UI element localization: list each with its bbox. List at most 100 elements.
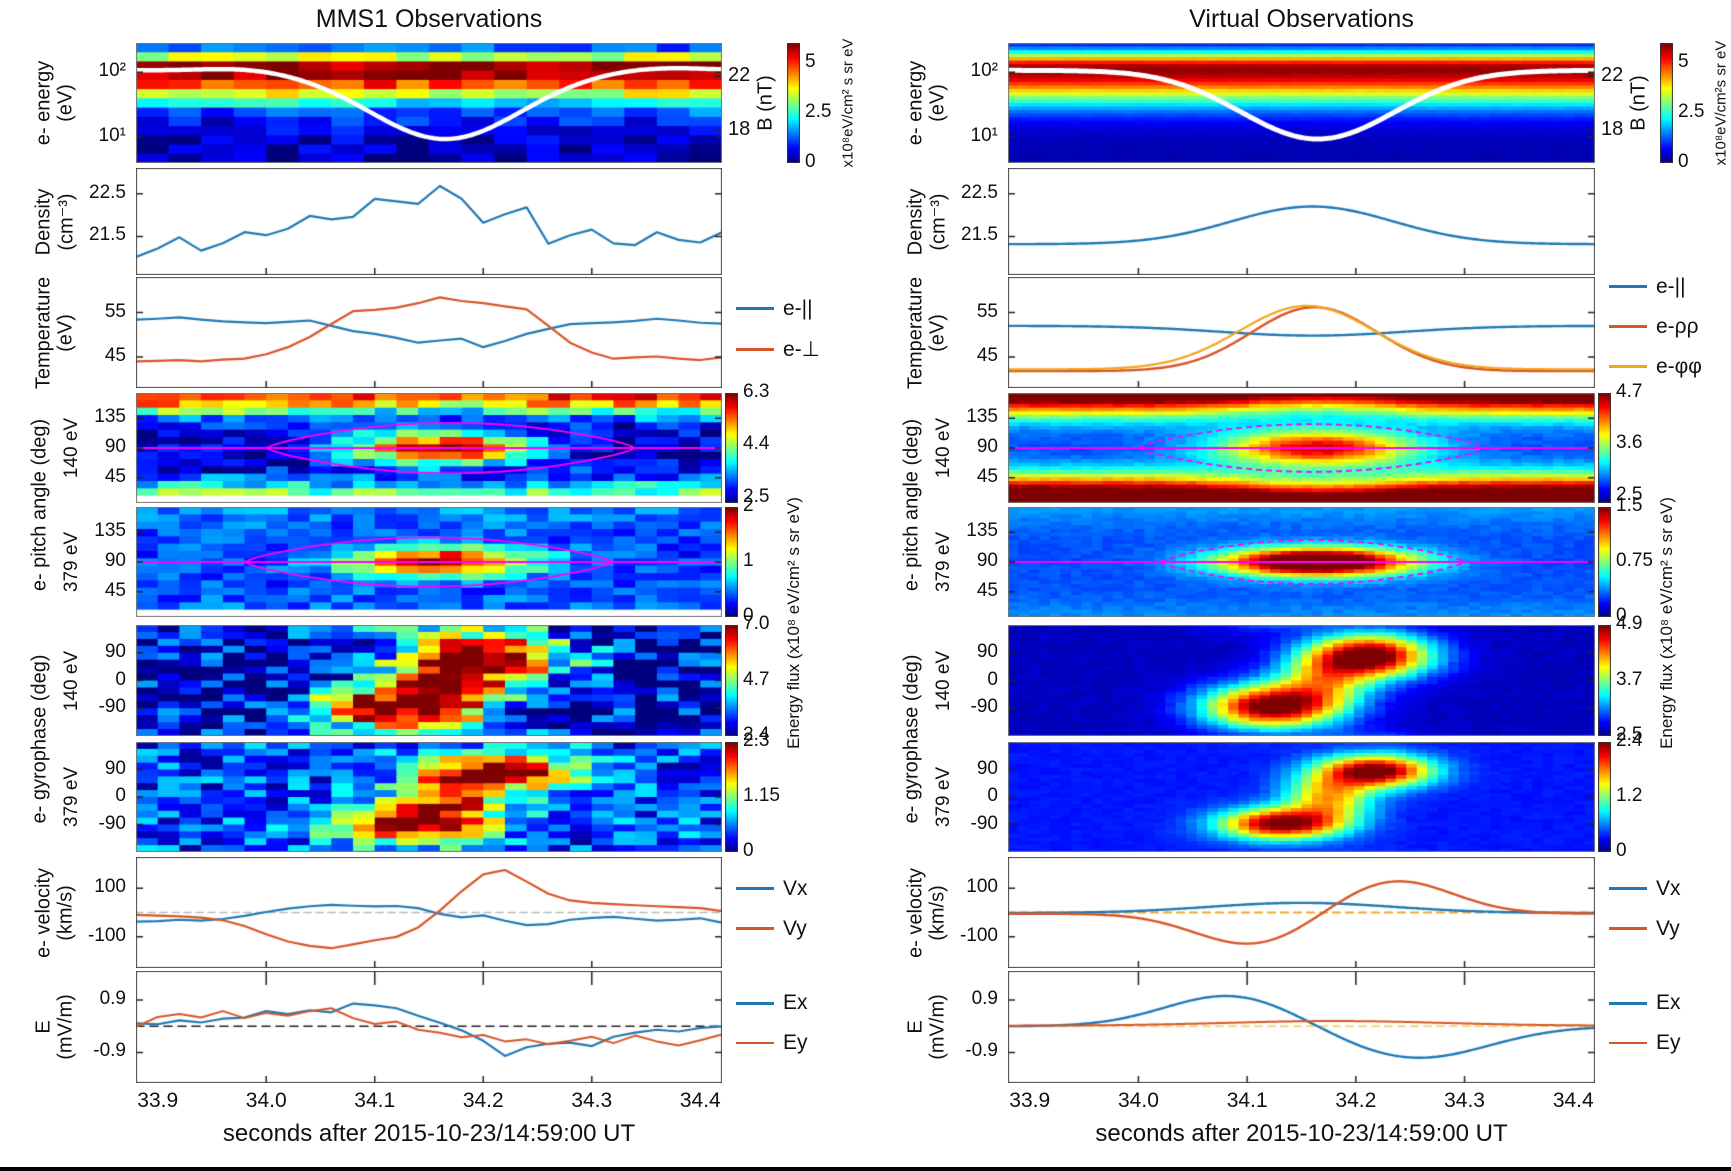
ylabel-energy-virtual-gyrophase-379ev: 379 eV: [933, 766, 954, 828]
y-tick-label-virtual-temperature-55: 55: [976, 300, 998, 322]
y-tick-label-virtual-gyrophase-140ev-0: 0: [987, 668, 998, 690]
legend-label: e-||: [1656, 274, 1686, 298]
y-tick-label-virtual-efield-0.9: 0.9: [971, 988, 998, 1010]
y-tick-label-mms1-energy-spectrogram-10²: 10²: [98, 60, 126, 82]
legend-item-Vx: Vx: [736, 877, 808, 901]
legend-label: Vy: [783, 916, 807, 940]
b-tick-label-virtual-22: 22: [1601, 64, 1624, 87]
ylabel-mms1-density-0: Density: [32, 188, 55, 255]
ylabel-virtual-temperature-1: (eV): [926, 313, 949, 352]
y-tick-label-mms1-velocity-100: 100: [94, 876, 126, 898]
ylabel-group-mms1-1: e- gyrophase (deg): [28, 654, 51, 823]
ylabel-mms1-temperature-0: Temperature: [32, 276, 55, 389]
y-tick-label-virtual-gyrophase-140ev-90: 90: [976, 640, 998, 662]
y-tick-label-virtual-gyrophase-379ev-90: 90: [976, 757, 998, 779]
legend-label: Ex: [1656, 991, 1681, 1014]
ylabel-virtual-efield-1: (mV/m): [926, 994, 949, 1060]
colorbar-tick-virtual-energy-spectrogram-0: 0: [1678, 151, 1689, 172]
ylabel-virtual-efield-0: E: [904, 1020, 927, 1034]
x-tick-label-mms1-34.1: 34.1: [354, 1089, 396, 1112]
plot-mms1-velocity: [136, 857, 722, 968]
colorbar-tick-virtual-pitch-angle-140ev-3.6: 3.6: [1616, 432, 1643, 454]
ylabel-energy-virtual-gyrophase-140ev: 140 eV: [933, 650, 954, 711]
legend-item-e-φφ: e-φφ: [1609, 355, 1702, 379]
legend-line-swatch: [1609, 927, 1647, 930]
legend-line-swatch: [736, 1001, 774, 1005]
y-tick-label-mms1-pitch-angle-140ev-45: 45: [104, 465, 126, 487]
colorbar-tick-mms1-energy-spectrogram-0: 0: [805, 151, 816, 172]
ylabel-mms1-energy-spectrogram-1: (eV): [54, 84, 77, 122]
ylabel-group-virtual-0: e- pitch angle (deg): [900, 418, 923, 592]
legend-label: e-φφ: [1656, 354, 1702, 378]
colorbar-flux-label-virtual: Energy flux (x10⁸ eV/cm² s sr eV): [1657, 496, 1676, 749]
y-tick-label-virtual-density-22.5: 22.5: [961, 181, 998, 203]
ylabel-energy-mms1-gyrophase-379ev: 379 eV: [61, 766, 82, 828]
ylabel-mms1-velocity-0: e- velocity: [32, 867, 55, 958]
legend-item-Ex: Ex: [1609, 991, 1681, 1015]
ylabel-virtual-velocity-0: e- velocity: [904, 867, 927, 958]
legend-line-swatch: [736, 347, 774, 351]
colorbar-flux-label-mms1: Energy flux (x10⁸ eV/cm² s sr eV): [784, 496, 803, 749]
legend-item-Ey: Ey: [736, 1031, 808, 1055]
y-tick-label-mms1-temperature-55: 55: [104, 300, 126, 322]
legend-virtual-velocity: Vx Vy: [1609, 869, 1681, 949]
b-tick-label-virtual-18: 18: [1601, 117, 1624, 140]
colorbar-tick-mms1-pitch-angle-140ev-2.5: 2.5: [743, 485, 770, 507]
y-tick-label-virtual-energy-spectrogram-10²: 10²: [970, 60, 998, 82]
colorbar-tick-virtual-gyrophase-140ev-4.9: 4.9: [1616, 613, 1643, 634]
y-tick-label-mms1-efield-0.9: 0.9: [99, 988, 126, 1010]
colorbar-unit-mms1-energy-spectrogram: x10⁸eV/cm² s sr eV: [839, 38, 857, 168]
y-tick-label-mms1-pitch-angle-379ev-90: 90: [104, 550, 126, 571]
colorbar-tick-mms1-energy-spectrogram-5: 5: [805, 51, 816, 72]
heatmap-virtual-pitch-angle-140ev: [1008, 393, 1595, 503]
legend-label: Ey: [783, 1031, 808, 1054]
colorbar-virtual-energy-spectrogram: [1660, 43, 1673, 163]
colorbar-tick-mms1-gyrophase-140ev-4.7: 4.7: [743, 668, 770, 690]
y-tick-label-mms1-pitch-angle-140ev-90: 90: [104, 436, 126, 457]
legend-item-e-||: e-||: [736, 297, 820, 321]
ylabel-virtual-temperature-0: Temperature: [904, 276, 927, 389]
ylabel-energy-virtual-pitch-angle-140ev: 140 eV: [933, 417, 954, 479]
y-tick-label-virtual-gyrophase-379ev-0: 0: [987, 785, 998, 806]
colorbar-tick-virtual-pitch-angle-140ev-4.7: 4.7: [1616, 381, 1643, 402]
colorbar-tick-virtual-energy-spectrogram-5: 5: [1678, 51, 1689, 72]
heatmap-mms1-energy-spectrogram: [136, 43, 722, 163]
colorbar-virtual-pitch-angle-379ev: [1598, 507, 1611, 617]
legend-line-swatch: [736, 887, 774, 890]
y-tick-label-mms1-energy-spectrogram-10¹: 10¹: [98, 125, 126, 147]
legend-mms1-velocity: Vx Vy: [736, 869, 808, 949]
heatmap-mms1-gyrophase-379ev: [136, 742, 722, 852]
legend-item-e-||: e-||: [1609, 275, 1702, 299]
legend-item-Vx: Vx: [1609, 877, 1681, 901]
ylabel-mms1-efield-1: (mV/m): [54, 994, 77, 1060]
legend-label: e-⊥: [783, 337, 820, 361]
ylabel-mms1-density-1: (cm⁻³): [55, 192, 78, 251]
heatmap-virtual-energy-spectrogram: [1008, 43, 1595, 163]
x-tick-label-virtual-34.3: 34.3: [1444, 1089, 1485, 1112]
y-tick-label-virtual-pitch-angle-140ev-90: 90: [976, 436, 998, 457]
plot-virtual-temperature: [1008, 277, 1595, 388]
legend-label: Vy: [1656, 916, 1680, 940]
colorbar-mms1-pitch-angle-140ev: [725, 393, 738, 503]
legend-mms1-efield: Ex Ey: [736, 983, 808, 1063]
colorbar-mms1-energy-spectrogram: [787, 43, 800, 163]
column-title-virtual: Virtual Observations: [1189, 5, 1414, 33]
y-tick-label-mms1-efield--0.9: -0.9: [93, 1040, 126, 1062]
ylabel-virtual-velocity-1: (km/s): [926, 884, 949, 941]
y-tick-label-virtual-density-21.5: 21.5: [961, 224, 998, 246]
legend-item-e-⊥: e-⊥: [736, 337, 820, 362]
colorbar-tick-virtual-gyrophase-379ev-2.4: 2.4: [1616, 730, 1643, 751]
colorbar-tick-mms1-pitch-angle-379ev-0: 0: [743, 605, 754, 626]
legend-virtual-efield: Ex Ey: [1609, 983, 1681, 1063]
ylabel-virtual-energy-spectrogram-1: (eV): [926, 84, 949, 122]
legend-line-swatch: [1609, 1001, 1647, 1005]
column-title-mms1: MMS1 Observations: [315, 5, 543, 33]
heatmap-mms1-pitch-angle-140ev: [136, 393, 722, 503]
legend-label: Vx: [783, 876, 808, 900]
colorbar-tick-mms1-gyrophase-379ev-2.3: 2.3: [743, 730, 770, 751]
colorbar-tick-virtual-pitch-angle-379ev-0: 0: [1616, 605, 1627, 626]
heatmap-mms1-gyrophase-140ev: [136, 625, 722, 736]
y-tick-label-mms1-density-22.5: 22.5: [89, 181, 126, 203]
colorbar-mms1-gyrophase-379ev: [725, 742, 738, 852]
